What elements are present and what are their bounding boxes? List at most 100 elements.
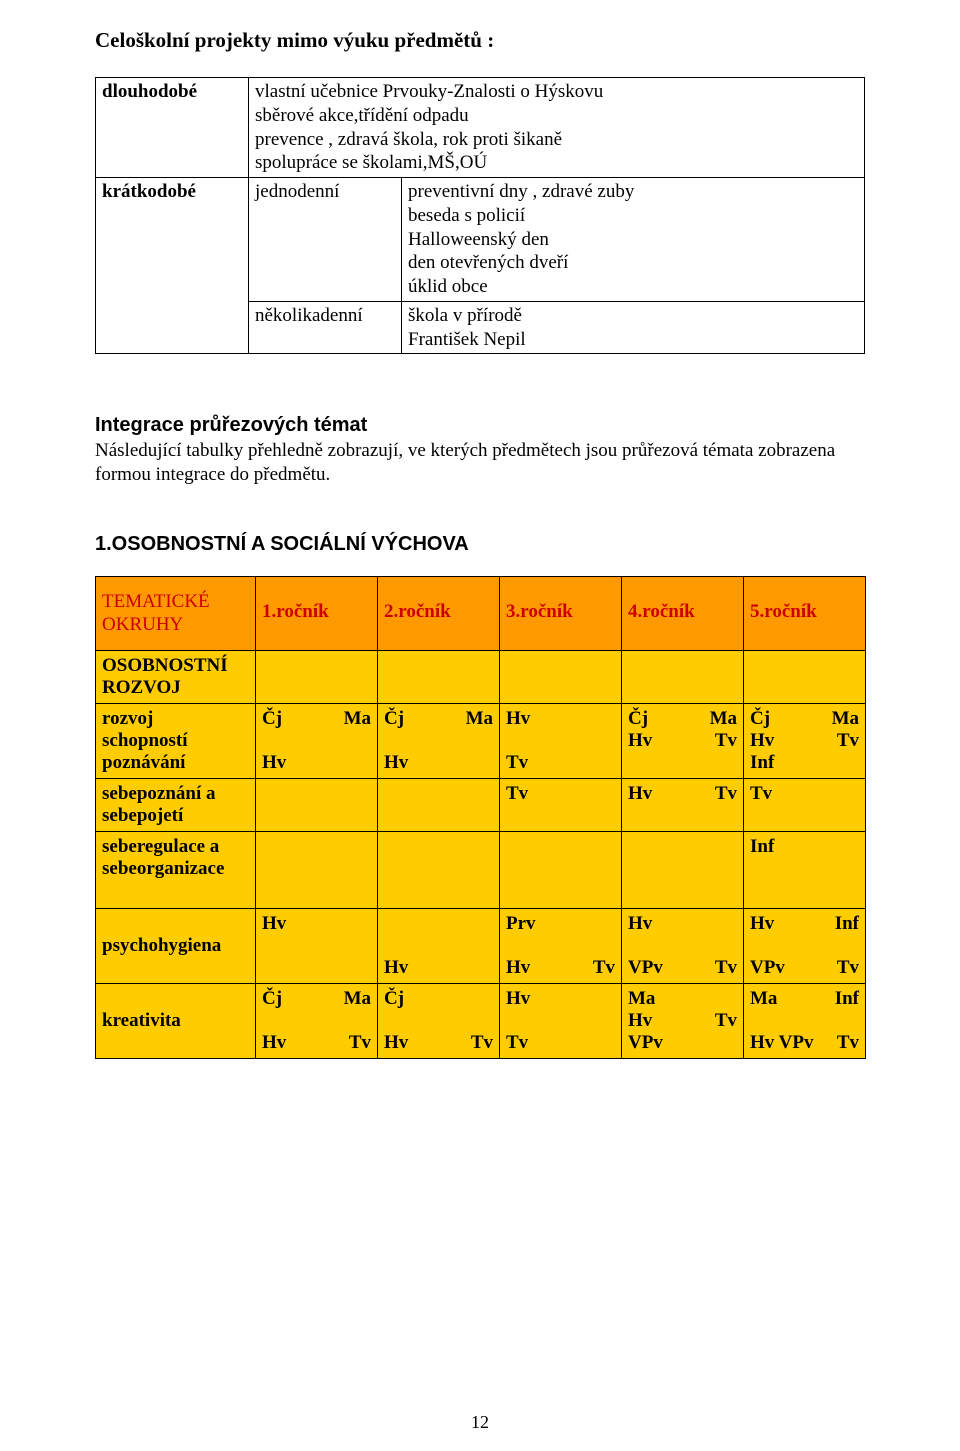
row-label-line: kreativita	[102, 1010, 249, 1032]
cell-left: VPv	[628, 957, 715, 979]
cell-left: Hv	[750, 913, 835, 935]
cell-right: Tv	[593, 957, 615, 979]
cell-left: Hv	[506, 988, 615, 1010]
data-cell: ČjMa Hv	[256, 704, 378, 779]
subheader-empty	[256, 651, 378, 704]
cell-line: Inf	[750, 752, 859, 774]
data-cell: ČjMaHvTv	[622, 704, 744, 779]
section-integration-title: Integrace průřezových témat	[95, 414, 865, 437]
data-cell: Čj HvTv	[378, 984, 500, 1059]
cell-line	[384, 935, 493, 957]
cell-left	[262, 957, 371, 979]
table-row: rozvojschopnostípoznáváníČjMa HvČjMa HvH…	[96, 704, 866, 779]
cell-line: VPvTv	[628, 957, 737, 979]
cell-left: Hv	[506, 708, 615, 730]
cell-left: Čj	[750, 708, 832, 730]
cell-line: VPvTv	[750, 957, 859, 979]
cell-line	[384, 730, 493, 752]
subheader-empty	[500, 651, 622, 704]
cell-right: Tv	[837, 730, 859, 752]
cell-line: ČjMa	[750, 708, 859, 730]
cell-line: Hv VPvTv	[750, 1032, 859, 1054]
cell-line: Tv	[506, 752, 615, 774]
cell-right: Tv	[471, 1032, 493, 1054]
cell-right: Inf	[835, 988, 859, 1010]
row-label: dlouhodobé	[96, 78, 249, 178]
table-header-row: TEMATICKÉOKRUHY1.ročník2.ročník3.ročník4…	[96, 576, 866, 651]
cell-line	[506, 935, 615, 957]
cell-right: Ma	[344, 708, 371, 730]
table-row: sebepoznání asebepojetí TvHvTvTv	[96, 779, 866, 832]
cell-line	[750, 935, 859, 957]
cell-left	[506, 1010, 615, 1032]
data-cell: Tv	[500, 779, 622, 832]
data-cell	[256, 779, 378, 832]
cell-left	[384, 935, 493, 957]
cell-line: HvTv	[628, 783, 737, 805]
header-grade: 4.ročník	[622, 576, 744, 651]
row-label-line: rozvoj	[102, 708, 249, 730]
cell-left	[384, 1010, 493, 1032]
cell-line: Hv	[384, 957, 493, 979]
data-cell	[378, 779, 500, 832]
data-cell: MaHvTvVPv	[622, 984, 744, 1059]
cell-left: Hv	[262, 752, 371, 774]
cell-left	[384, 730, 493, 752]
body-line: spolupráce se školami,MŠ,OÚ	[255, 151, 858, 175]
header-line: TEMATICKÉ	[102, 591, 249, 614]
cell-line	[262, 730, 371, 752]
cell-line	[628, 935, 737, 957]
row-label-line: schopností	[102, 730, 249, 752]
cell-left	[506, 730, 615, 752]
body-line: den otevřených dveří	[408, 251, 858, 275]
row-label-line: sebepojetí	[102, 805, 249, 827]
table-row: psychohygienaHv HvPrv HvTvHv VPvTvHvInf …	[96, 909, 866, 984]
row-body: škola v příroděFrantišek Nepil	[402, 301, 865, 354]
data-cell: Hv Tv	[500, 704, 622, 779]
row-label-line	[102, 913, 249, 935]
subheader-line: OSOBNOSTNÍ	[102, 655, 249, 677]
cell-left: Ma	[750, 988, 835, 1010]
cell-line: Inf	[750, 836, 859, 858]
data-cell: ČjMa HvTv	[256, 984, 378, 1059]
cell-left: Hv	[384, 1032, 471, 1054]
cell-line: MaInf	[750, 988, 859, 1010]
header-themes: TEMATICKÉOKRUHY	[96, 576, 256, 651]
cell-line	[506, 730, 615, 752]
cell-left	[506, 935, 615, 957]
body-line: František Nepil	[408, 328, 858, 352]
cell-line: Hv	[506, 988, 615, 1010]
cell-empty	[384, 783, 493, 805]
cell-line: Hv	[628, 913, 737, 935]
cell-empty	[628, 836, 737, 858]
cell-empty	[262, 836, 371, 858]
cell-left: Čj	[384, 988, 493, 1010]
data-cell: ČjMa Hv	[378, 704, 500, 779]
row-label: seberegulace asebeorganizace	[96, 832, 256, 909]
cell-right: Tv	[715, 957, 737, 979]
cell-line: HvTv	[750, 730, 859, 752]
cell-line: Prv	[506, 913, 615, 935]
cell-line: Tv	[506, 783, 615, 805]
cell-left: Inf	[750, 836, 859, 858]
row-label: psychohygiena	[96, 909, 256, 984]
cell-left	[628, 752, 737, 774]
cell-left	[262, 1010, 371, 1032]
cell-right: Inf	[835, 913, 859, 935]
cell-left: Tv	[506, 783, 615, 805]
row-label-line	[102, 988, 249, 1010]
table-row: kreativitaČjMa HvTvČj HvTvHv TvMaHvTvVPv…	[96, 984, 866, 1059]
cell-line	[628, 752, 737, 774]
body-line: preventivní dny , zdravé zuby	[408, 180, 858, 204]
cell-line: Ma	[628, 988, 737, 1010]
page-title: Celoškolní projekty mimo výuku předmětů …	[95, 28, 865, 53]
body-line: beseda s policií	[408, 204, 858, 228]
row-label-line: psychohygiena	[102, 935, 249, 957]
cell-left	[628, 935, 737, 957]
data-cell: Hv	[378, 909, 500, 984]
row-label-line: sebepoznání a	[102, 783, 249, 805]
cell-left: VPv	[628, 1032, 737, 1054]
row-label: krátkodobé	[96, 178, 249, 354]
row-label-line: poznávání	[102, 752, 249, 774]
cell-left: Hv	[506, 957, 593, 979]
